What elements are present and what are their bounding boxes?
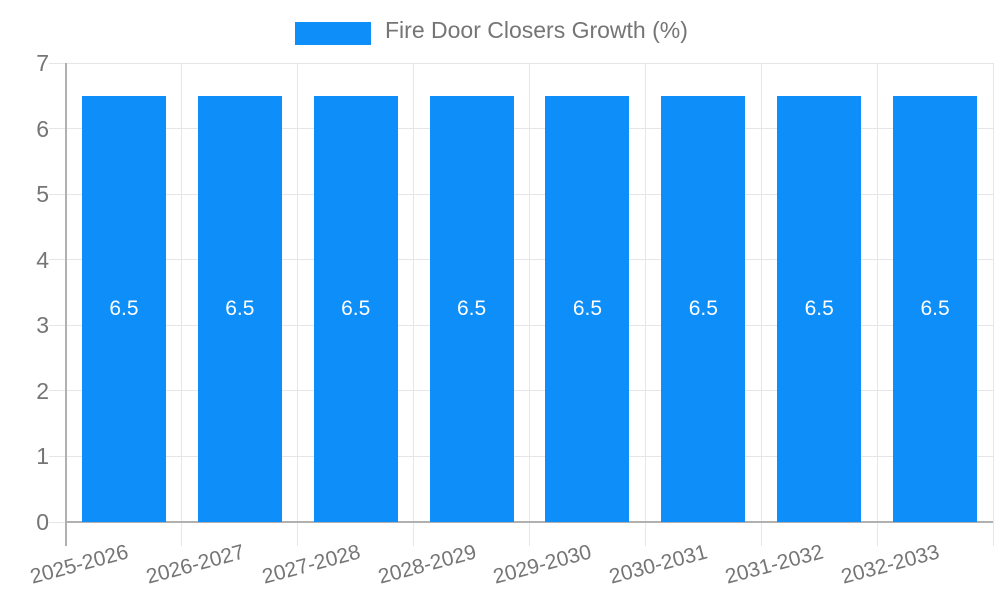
y-gridline [49,324,993,326]
y-gridline [49,390,993,392]
x-gridline [297,63,299,546]
legend-label: Fire Door Closers Growth (%) [385,17,688,43]
x-gridline [529,63,530,546]
y-tick-label: 6 [36,115,49,142]
bar-value-label: 6.5 [341,296,371,320]
y-tick-label: 0 [36,509,49,535]
y-gridline [49,128,993,130]
y-tick-label: 5 [36,181,49,208]
bar-value-label: 6.5 [804,296,834,320]
x-gridline [644,63,646,546]
y-tick-label: 1 [36,443,49,470]
bar[interactable] [893,95,978,522]
y-tick-label: 7 [36,50,49,76]
legend-swatch [295,22,371,45]
bar[interactable] [81,95,166,522]
y-tick-label: 4 [36,246,49,273]
bar[interactable] [545,95,630,522]
x-gridline [876,63,878,546]
bar[interactable] [429,95,514,522]
bar-value-label: 6.5 [109,296,139,320]
y-gridline [49,259,993,261]
bar-value-label: 6.5 [456,296,487,320]
y-tick-label: 3 [36,312,49,339]
x-axis-line [66,521,993,523]
bar-value-label: 6.5 [688,296,718,320]
bar[interactable] [777,95,862,522]
y-gridline [49,455,993,457]
bar[interactable] [661,95,746,522]
bar-value-label: 6.5 [920,296,950,320]
y-gridline [49,62,993,64]
x-gridline [992,63,994,546]
x-gridline [760,63,762,546]
bar[interactable] [197,95,282,522]
bar-value-label: 6.5 [225,296,255,320]
x-gridline [181,63,183,546]
bar[interactable] [313,95,398,522]
x-gridline [413,63,415,546]
bar-value-label: 6.5 [572,296,603,320]
y-axis-line [65,63,67,546]
y-gridline [49,193,993,195]
legend: Fire Door Closers Growth (%) [0,0,1000,56]
y-tick-label: 2 [36,377,49,404]
